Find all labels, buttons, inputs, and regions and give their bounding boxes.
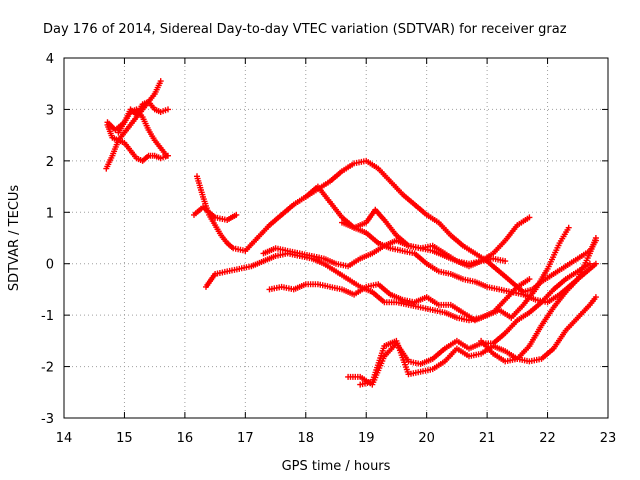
y-tick-label: -2	[41, 361, 54, 376]
series-track-8	[266, 281, 515, 324]
series-track-13	[345, 260, 593, 388]
x-tick-label: 18	[298, 431, 315, 446]
grid	[64, 58, 608, 418]
series-layer	[103, 78, 599, 388]
y-tick-label: 4	[46, 52, 54, 67]
x-tick-label: 21	[479, 431, 496, 446]
series-track-15	[508, 224, 572, 321]
x-tick-label: 16	[177, 431, 194, 446]
y-tick-label: 2	[46, 155, 54, 170]
x-tick-label: 20	[418, 431, 435, 446]
x-tick-label: 22	[539, 431, 556, 446]
y-tick-label: 0	[46, 258, 54, 273]
plot-frame	[63, 57, 609, 419]
y-tick-label: -3	[41, 412, 54, 427]
y-tick-label: 3	[46, 103, 54, 118]
series-track-4	[115, 106, 170, 159]
x-tick-label: 23	[600, 431, 617, 446]
series-track-11	[339, 219, 599, 306]
series-track-3	[104, 121, 171, 164]
series-markers	[191, 204, 240, 223]
series-line	[196, 160, 597, 293]
series-track-1	[103, 78, 164, 172]
y-axis-label: SDTVAR / TECUs	[7, 185, 22, 292]
series-track-14	[478, 235, 599, 365]
series-markers	[194, 157, 599, 295]
x-axis-label: GPS time / hours	[282, 459, 391, 474]
y-tick-label: -1	[41, 309, 54, 324]
x-tick-label: 15	[116, 431, 133, 446]
series-track-5	[194, 157, 599, 295]
x-tick-label: 19	[358, 431, 375, 446]
series-markers	[357, 294, 599, 388]
y-tick-label: 1	[46, 206, 54, 221]
series-track-12	[357, 294, 599, 388]
chart-title: Day 176 of 2014, Sidereal Day-to-day VTE…	[43, 22, 567, 37]
series-track-6	[191, 204, 240, 223]
x-tick-label: 17	[237, 431, 254, 446]
x-tick-label: 14	[56, 431, 73, 446]
